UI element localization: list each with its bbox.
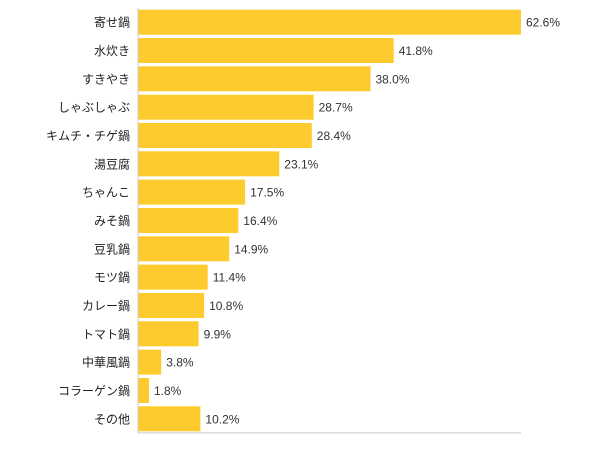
category-label: カレー鍋: [82, 298, 130, 313]
category-label: みそ鍋: [94, 213, 130, 228]
bar: [138, 406, 201, 432]
category-label: コラーゲン鍋: [58, 383, 130, 398]
bar: [138, 264, 208, 290]
bar: [138, 321, 199, 347]
value-label: 10.8%: [209, 299, 243, 313]
bar: [138, 208, 239, 233]
category-label: トマト鍋: [82, 326, 130, 341]
value-label: 9.9%: [204, 327, 232, 341]
bar: [138, 151, 280, 177]
bar: [138, 94, 314, 120]
category-label: 湯豆腐: [94, 156, 130, 171]
value-label: 16.4%: [243, 214, 277, 228]
category-label: すきやき: [82, 72, 130, 86]
value-labels-group: 62.6% 41.8% 38.0% 28.7% 28.4% 23.1% 17.5% 16.4%…: [154, 16, 560, 427]
value-label: 3.8%: [166, 356, 194, 370]
value-label: 41.8%: [399, 44, 433, 58]
value-label: 14.9%: [234, 242, 268, 256]
bars-group: [138, 9, 521, 432]
bar: [138, 293, 205, 318]
category-label: 豆乳鍋: [94, 241, 130, 256]
bar: [138, 236, 230, 262]
bar: [138, 9, 521, 35]
category-label: 水炊き: [94, 44, 130, 58]
value-label: 17.5%: [250, 186, 284, 200]
bar: [138, 66, 371, 92]
bar: [138, 378, 149, 403]
category-labels-group: 寄せ鍋水炊きすきやきしゃぶしゃぶキムチ・チゲ鍋湯豆腐ちゃんこみそ鍋豆乳鍋モツ鍋カ…: [46, 15, 130, 427]
category-label: モツ鍋: [94, 270, 130, 285]
value-label: 38.0%: [376, 72, 410, 86]
category-label: ちゃんこ: [82, 186, 130, 200]
value-label: 10.2%: [205, 412, 239, 426]
value-label: 1.8%: [154, 384, 182, 398]
value-label: 28.4%: [317, 129, 351, 143]
bar: [138, 179, 246, 205]
bar: [138, 349, 162, 375]
category-label: 中華風鍋: [82, 355, 130, 370]
bar: [138, 123, 312, 148]
value-label: 62.6%: [526, 16, 560, 30]
value-label: 23.1%: [284, 157, 318, 171]
bar: [138, 38, 394, 63]
category-label: しゃぶしゃぶ: [58, 101, 130, 115]
value-label: 28.7%: [319, 101, 353, 115]
category-label: その他: [94, 412, 130, 426]
category-label: 寄せ鍋: [94, 15, 130, 30]
category-label: キムチ・チゲ鍋: [46, 128, 130, 143]
value-label: 11.4%: [213, 271, 246, 285]
